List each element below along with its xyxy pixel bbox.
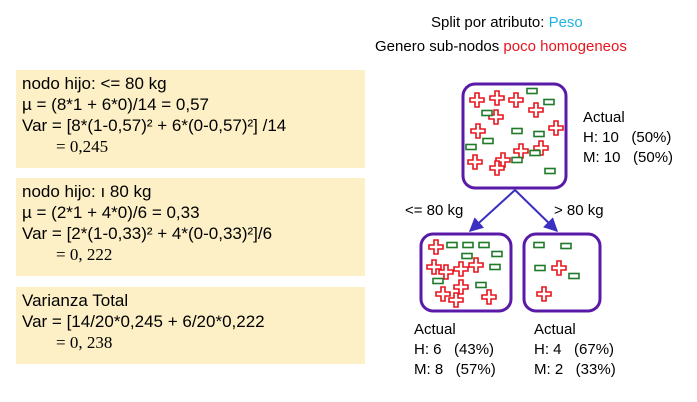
cross-icon <box>470 123 486 139</box>
left-stats: Actual H: 6 (43%) M: 8 (57%) <box>414 320 496 380</box>
cross-icon <box>469 92 485 108</box>
cross-icon <box>533 140 549 156</box>
root-stats: Actual H: 10 (50%) M: 10 (50%) <box>583 108 673 168</box>
variance-result: = 0,245 <box>56 137 109 156</box>
dash-icon <box>526 87 538 95</box>
dash-icon <box>478 241 490 249</box>
dash-icon <box>543 98 555 106</box>
left-stats-m: M: 8 (57%) <box>414 361 496 378</box>
dash-icon <box>461 252 473 260</box>
cross-icon <box>508 92 524 108</box>
split-title: Split por atributo: Peso <box>431 14 583 31</box>
mean-formula: µ = (8*1 + 6*0)/14 = 0,57 <box>22 95 210 114</box>
dash-icon <box>491 250 503 258</box>
cross-icon <box>489 160 505 176</box>
left-stats-h: H: 6 (43%) <box>414 341 495 358</box>
variance-formula: Var = [8*(1-0,57)² + 6*(0-0,57)²] /14 <box>22 116 287 135</box>
cross-icon <box>467 154 483 170</box>
dash-icon <box>544 167 556 175</box>
cross-icon <box>551 260 567 276</box>
right-stats-m: M: 2 (33%) <box>534 361 616 378</box>
left-stats-title: Actual <box>414 321 456 338</box>
dash-icon <box>533 241 545 249</box>
right-stats-title: Actual <box>534 321 576 338</box>
cross-icon <box>536 286 552 302</box>
right-edge-label: > 80 kg <box>554 202 604 219</box>
dash-icon <box>529 149 541 157</box>
cross-icon <box>435 286 451 302</box>
dash-icon <box>462 241 474 249</box>
dash-icon <box>568 272 580 280</box>
box-title: nodo hijo: ı 80 kg <box>22 182 152 201</box>
dash-icon <box>465 143 477 151</box>
variance-formula: Var = [14/20*0,245 + 6/20*0,222 <box>22 312 265 331</box>
cross-icon <box>428 239 444 255</box>
cross-icon <box>548 120 564 136</box>
cross-icon <box>453 279 469 295</box>
dash-icon <box>489 263 501 271</box>
root-stats-h: H: 10 (50%) <box>583 129 672 146</box>
box-title: Varianza Total <box>22 291 129 310</box>
root-stats-title: Actual <box>583 109 625 126</box>
dash-icon <box>432 277 444 285</box>
box-title: nodo hijo: <= 80 kg <box>22 74 167 93</box>
right-child-box: nodo hijo: ı 80 kg µ = (2*1 + 4*0)/6 = 0… <box>16 178 365 276</box>
cross-icon <box>528 102 544 118</box>
left-edge-label: <= 80 kg <box>405 202 463 219</box>
right-stats: Actual H: 4 (67%) M: 2 (33%) <box>534 320 616 380</box>
cross-icon <box>495 152 511 168</box>
right-stats-h: H: 4 (67%) <box>534 341 615 358</box>
subnodes-highlight: poco homogeneos <box>503 38 627 55</box>
node-symbols <box>426 87 580 308</box>
cross-icon <box>448 292 464 308</box>
dash-icon <box>534 264 546 272</box>
cross-icon <box>453 261 469 277</box>
cross-icon <box>513 143 529 159</box>
variance-result: = 0, 222 <box>56 245 113 264</box>
cross-icon <box>426 259 442 275</box>
left-child-box: nodo hijo: <= 80 kg µ = (8*1 + 6*0)/14 =… <box>16 70 365 168</box>
dash-icon <box>560 242 572 250</box>
subnodes-title: Genero sub-nodos poco homogeneos <box>375 38 627 55</box>
cross-icon <box>468 257 484 273</box>
dash-icon <box>482 137 494 145</box>
split-title-prefix: Split por atributo: <box>431 14 549 31</box>
cross-icon <box>438 264 454 280</box>
cross-icon <box>489 90 505 106</box>
dash-icon <box>533 130 545 138</box>
variance-formula: Var = [2*(1-0,33)² + 4*(0-0,33)²]/6 <box>22 224 273 243</box>
dash-icon <box>481 109 493 117</box>
dash-icon <box>511 127 523 135</box>
right-edge-arrow <box>514 189 559 232</box>
dash-icon <box>446 241 458 249</box>
dash-icon <box>475 281 487 289</box>
subnodes-prefix: Genero sub-nodos <box>375 38 504 55</box>
split-attribute: Peso <box>548 14 583 31</box>
root-stats-m: M: 10 (50%) <box>583 149 674 166</box>
mean-formula: µ = (2*1 + 4*0)/6 = 0,33 <box>22 203 200 222</box>
dash-icon <box>511 156 523 164</box>
left-edge-arrow <box>468 189 516 232</box>
variance-result: = 0, 238 <box>56 333 113 352</box>
total-variance-box: Varianza Total Var = [14/20*0,245 + 6/20… <box>16 287 365 364</box>
cross-icon <box>481 289 497 305</box>
